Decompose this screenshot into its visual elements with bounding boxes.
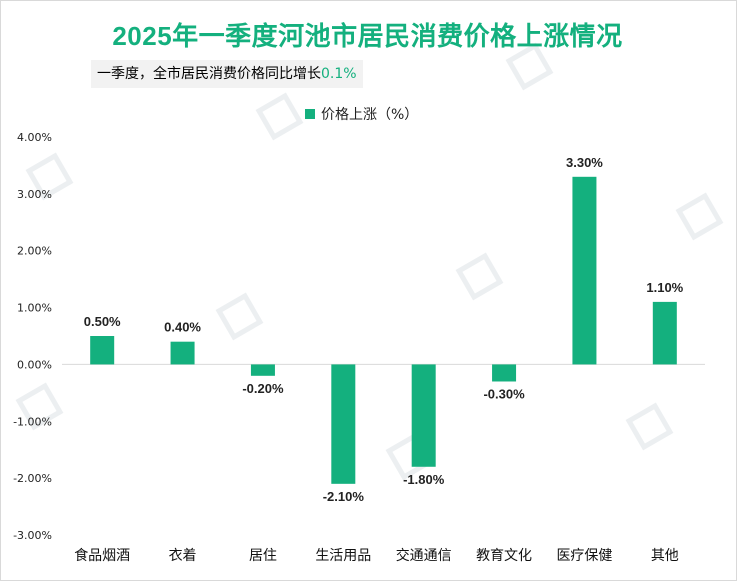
watermark-mark xyxy=(215,292,264,341)
bar xyxy=(492,364,517,382)
data-label: -0.30% xyxy=(483,386,525,401)
category-label: 教育文化 xyxy=(476,548,532,564)
category-label: 生活用品 xyxy=(315,548,371,564)
data-label: 1.10% xyxy=(646,280,683,295)
data-label: 0.40% xyxy=(164,320,201,335)
bar xyxy=(572,176,597,365)
y-tick-label: -3.00% xyxy=(13,529,52,542)
summary-note: 一季度，全市居民消费价格同比增长0.1% xyxy=(91,60,363,88)
data-label: -1.80% xyxy=(403,472,445,487)
watermark-mark xyxy=(675,192,724,241)
category-label: 交通通信 xyxy=(396,547,452,564)
watermark-mark xyxy=(25,152,74,201)
y-tick-label: 3.00% xyxy=(17,188,52,201)
chart-title: 2025年一季度河池市居民消费价格上涨情况 xyxy=(112,21,623,51)
data-label: -0.20% xyxy=(242,381,284,396)
category-label: 衣着 xyxy=(169,548,197,564)
y-tick-label: 1.00% xyxy=(17,302,52,315)
data-label: -2.10% xyxy=(323,489,365,504)
watermark-mark xyxy=(505,42,554,91)
category-label: 医疗保健 xyxy=(556,548,612,564)
watermark-mark xyxy=(625,402,674,451)
watermark-mark xyxy=(15,382,64,431)
legend-label: 价格上涨（%） xyxy=(321,107,419,123)
data-label: 0.50% xyxy=(84,314,121,329)
bar xyxy=(411,364,436,467)
chart-legend: 价格上涨（%） xyxy=(305,104,418,124)
summary-note-value: 0.1% xyxy=(321,66,357,82)
bar xyxy=(250,364,275,376)
y-tick-label: 4.00% xyxy=(17,131,52,144)
y-tick-label: 2.00% xyxy=(17,245,52,258)
watermark-mark xyxy=(455,252,504,301)
y-tick-label: -2.00% xyxy=(13,472,52,485)
bar xyxy=(90,336,115,365)
data-label: 3.30% xyxy=(566,155,603,170)
category-label: 其他 xyxy=(651,548,679,564)
bar xyxy=(652,301,677,365)
bar xyxy=(331,364,356,484)
summary-note-text: 一季度，全市居民消费价格同比增长 xyxy=(97,66,321,82)
y-tick-label: -1.00% xyxy=(13,415,52,428)
y-tick-label: 0.00% xyxy=(17,358,52,371)
category-label: 居住 xyxy=(249,548,277,564)
category-label: 食品烟酒 xyxy=(74,547,130,564)
watermark-mark xyxy=(255,92,304,141)
bar xyxy=(170,341,195,365)
legend-swatch xyxy=(305,109,315,119)
